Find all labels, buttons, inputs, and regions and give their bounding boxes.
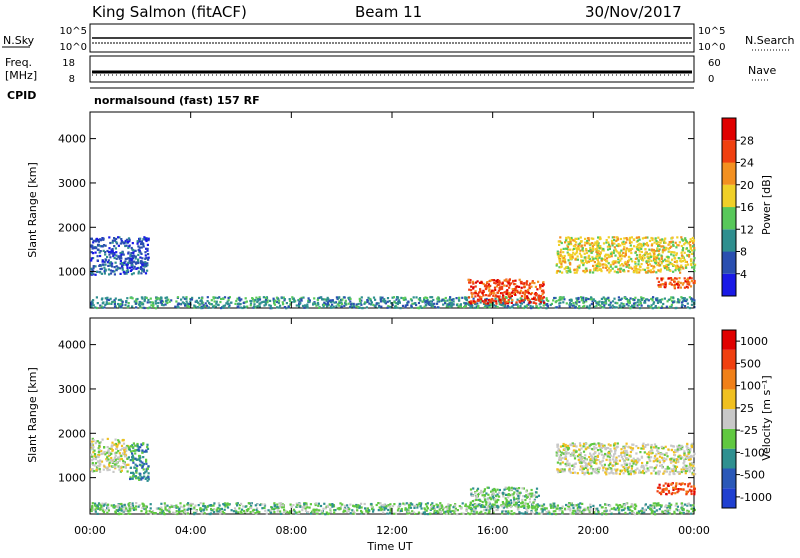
colorbar-segment <box>722 163 736 185</box>
noise-panel: N.Sky 10^5 10^0 10^5 10^0 N.Search <box>2 24 795 53</box>
y-tick-label: 3000 <box>58 383 86 396</box>
colorbar-segment <box>722 140 736 162</box>
x-tick-label: 12:00 <box>376 524 408 537</box>
freq-label-line2: [MHz] <box>5 69 37 82</box>
x-tick-label: 04:00 <box>175 524 207 537</box>
nave-tick-bottom: 0 <box>708 74 714 85</box>
y-tick-label: 2000 <box>58 427 86 440</box>
velocity-ylabel: Slant Range [km] <box>26 367 39 463</box>
nave-tick-top: 60 <box>708 58 721 69</box>
colorbar-segment <box>722 274 736 296</box>
x-tick-label: 16:00 <box>477 524 509 537</box>
velocity-panel: 1000 2000 3000 4000 Slant Range [km] 1000 50… <box>26 318 773 515</box>
nsky-tick-bottom: 10^0 <box>60 42 87 53</box>
colorbar-segment <box>722 330 736 350</box>
power-panel: 1000 2000 3000 4000 Slant Range [km] 4 8 12 16… <box>26 112 773 309</box>
y-tick-label: 4000 <box>58 339 86 352</box>
colorbar-segment <box>722 207 736 229</box>
velocity-panel-frame <box>90 318 694 514</box>
colorbar-tick-label: 12 <box>740 223 754 236</box>
beam-label: Beam 11 <box>355 3 422 21</box>
nsearch-tick-bottom: 10^0 <box>698 42 725 53</box>
time-xlabel: Time UT <box>366 540 412 553</box>
colorbar-tick-label: 500 <box>740 357 761 370</box>
colorbar-tick-label: 20 <box>740 179 754 192</box>
colorbar-segment <box>722 185 736 207</box>
colorbar-segment <box>722 252 736 274</box>
cpid-text: normalsound (fast) 157 RF <box>94 94 260 107</box>
colorbar-segment <box>722 429 736 449</box>
colorbar-segment <box>722 118 736 140</box>
colorbar-segment <box>722 350 736 370</box>
x-tick-label: 08:00 <box>275 524 307 537</box>
power-colorbar-label: Power [dB] <box>760 175 773 235</box>
colorbar-tick-label: -1000 <box>740 491 772 504</box>
colorbar-tick-label: 28 <box>740 134 754 147</box>
colorbar-segment <box>722 370 736 390</box>
y-tick-label: 3000 <box>58 177 86 190</box>
power-panel-frame <box>90 112 694 308</box>
power-ylabel: Slant Range [km] <box>26 162 39 258</box>
freq-tick-top: 18 <box>62 58 75 69</box>
colorbar-segment <box>722 229 736 251</box>
x-tick-label: 20:00 <box>577 524 609 537</box>
colorbar-segment <box>722 468 736 488</box>
nsearch-tick-top: 10^5 <box>698 26 725 37</box>
cpid-label: CPID <box>7 89 36 102</box>
colorbar-segment <box>722 389 736 409</box>
nsky-tick-top: 10^5 <box>60 26 87 37</box>
x-tick-label: 00:00 <box>678 524 710 537</box>
velocity-colorbar-label: Velocity [m s⁻¹] <box>760 375 773 460</box>
colorbar-tick-label: 8 <box>740 246 747 259</box>
colorbar-tick-label: 1000 <box>740 335 768 348</box>
y-tick-label: 1000 <box>58 266 86 279</box>
colorbar-tick-label: -25 <box>740 424 758 437</box>
nsearch-label: N.Search <box>745 34 795 47</box>
freq-panel-frame <box>90 56 694 82</box>
colorbar-tick-label: 100 <box>740 380 761 393</box>
colorbar-tick-label: 25 <box>740 402 754 415</box>
y-tick-label: 4000 <box>58 133 86 146</box>
colorbar-tick-label: 4 <box>740 268 747 281</box>
colorbar-segment <box>722 409 736 429</box>
power-colorbar: 4 8 12 16 20 24 28 <box>722 118 754 296</box>
y-tick-label: 1000 <box>58 472 86 485</box>
colorbar-segment <box>722 488 736 508</box>
x-tick-label: 00:00 <box>74 524 106 537</box>
nsky-label: N.Sky <box>3 34 35 47</box>
freq-label-line1: Freq. <box>5 56 32 69</box>
y-tick-label: 2000 <box>58 221 86 234</box>
nave-label: Nave <box>748 64 776 77</box>
colorbar-segment <box>722 449 736 469</box>
freq-tick-bottom: 8 <box>69 74 75 85</box>
colorbar-tick-label: 24 <box>740 157 754 170</box>
colorbar-tick-label: 16 <box>740 201 754 214</box>
site-title: King Salmon (fitACF) <box>92 3 247 21</box>
freq-panel: Freq. [MHz] 18 8 60 0 Nave <box>5 56 776 85</box>
date-label: 30/Nov/2017 <box>585 3 682 21</box>
colorbar-tick-label: -500 <box>740 469 765 482</box>
